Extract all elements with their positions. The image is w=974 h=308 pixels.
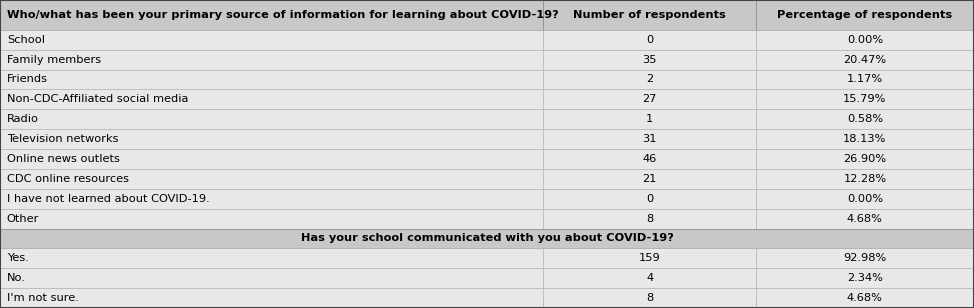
Text: 31: 31 xyxy=(643,134,656,144)
Text: 0.00%: 0.00% xyxy=(846,194,883,204)
Bar xyxy=(0,209,543,229)
Text: 159: 159 xyxy=(639,253,660,263)
Bar xyxy=(543,149,756,169)
Text: 8: 8 xyxy=(646,293,654,303)
Text: Who/what has been your primary source of information for learning about COVID-19: Who/what has been your primary source of… xyxy=(7,10,558,20)
Bar xyxy=(543,248,756,268)
Bar xyxy=(756,189,974,209)
Text: 35: 35 xyxy=(643,55,656,65)
Bar xyxy=(756,50,974,70)
Bar xyxy=(543,189,756,209)
Text: Non-CDC-Affiliated social media: Non-CDC-Affiliated social media xyxy=(7,94,188,104)
Text: Has your school communicated with you about COVID-19?: Has your school communicated with you ab… xyxy=(301,233,673,243)
Bar xyxy=(543,169,756,189)
Bar xyxy=(543,70,756,89)
Text: School: School xyxy=(7,35,45,45)
Text: 0: 0 xyxy=(646,194,654,204)
Text: 4.68%: 4.68% xyxy=(847,293,882,303)
Text: Other: Other xyxy=(7,213,39,224)
Bar xyxy=(756,70,974,89)
Bar xyxy=(0,0,543,30)
Bar xyxy=(543,50,756,70)
Text: I'm not sure.: I'm not sure. xyxy=(7,293,79,303)
Text: Percentage of respondents: Percentage of respondents xyxy=(777,10,953,20)
Bar xyxy=(756,89,974,109)
Bar xyxy=(756,248,974,268)
Text: 1: 1 xyxy=(646,114,654,124)
Text: I have not learned about COVID-19.: I have not learned about COVID-19. xyxy=(7,194,209,204)
Bar xyxy=(756,209,974,229)
Text: 92.98%: 92.98% xyxy=(843,253,886,263)
Text: Family members: Family members xyxy=(7,55,101,65)
Bar xyxy=(0,229,974,248)
Text: 12.28%: 12.28% xyxy=(843,174,886,184)
Bar xyxy=(0,30,543,50)
Bar xyxy=(0,109,543,129)
Bar xyxy=(0,248,543,268)
Text: 0.00%: 0.00% xyxy=(846,35,883,45)
Text: Television networks: Television networks xyxy=(7,134,118,144)
Text: 46: 46 xyxy=(643,154,656,164)
Bar xyxy=(0,129,543,149)
Bar xyxy=(0,268,543,288)
Text: 2: 2 xyxy=(646,75,654,84)
Bar xyxy=(0,50,543,70)
Text: 21: 21 xyxy=(643,174,656,184)
Text: 0: 0 xyxy=(646,35,654,45)
Text: Number of respondents: Number of respondents xyxy=(574,10,726,20)
Text: 15.79%: 15.79% xyxy=(843,94,886,104)
Text: 2.34%: 2.34% xyxy=(847,273,882,283)
Bar xyxy=(756,288,974,308)
Bar xyxy=(543,288,756,308)
Bar xyxy=(543,109,756,129)
Bar xyxy=(756,109,974,129)
Text: 27: 27 xyxy=(643,94,656,104)
Text: 4.68%: 4.68% xyxy=(847,213,882,224)
Bar xyxy=(543,129,756,149)
Text: Yes.: Yes. xyxy=(7,253,28,263)
Text: 18.13%: 18.13% xyxy=(843,134,886,144)
Text: CDC online resources: CDC online resources xyxy=(7,174,129,184)
Bar xyxy=(543,209,756,229)
Bar xyxy=(756,149,974,169)
Bar xyxy=(756,0,974,30)
Bar xyxy=(543,30,756,50)
Text: 1.17%: 1.17% xyxy=(846,75,883,84)
Bar xyxy=(543,89,756,109)
Bar xyxy=(756,268,974,288)
Text: No.: No. xyxy=(7,273,25,283)
Text: 4: 4 xyxy=(646,273,654,283)
Text: Online news outlets: Online news outlets xyxy=(7,154,120,164)
Text: Radio: Radio xyxy=(7,114,39,124)
Bar xyxy=(756,30,974,50)
Text: 20.47%: 20.47% xyxy=(843,55,886,65)
Text: 26.90%: 26.90% xyxy=(843,154,886,164)
Text: 0.58%: 0.58% xyxy=(846,114,883,124)
Bar xyxy=(0,189,543,209)
Text: 8: 8 xyxy=(646,213,654,224)
Bar xyxy=(543,0,756,30)
Bar xyxy=(0,70,543,89)
Bar xyxy=(0,149,543,169)
Text: Friends: Friends xyxy=(7,75,48,84)
Bar xyxy=(756,129,974,149)
Bar xyxy=(0,169,543,189)
Bar xyxy=(0,288,543,308)
Bar xyxy=(756,169,974,189)
Bar xyxy=(0,89,543,109)
Bar xyxy=(543,268,756,288)
